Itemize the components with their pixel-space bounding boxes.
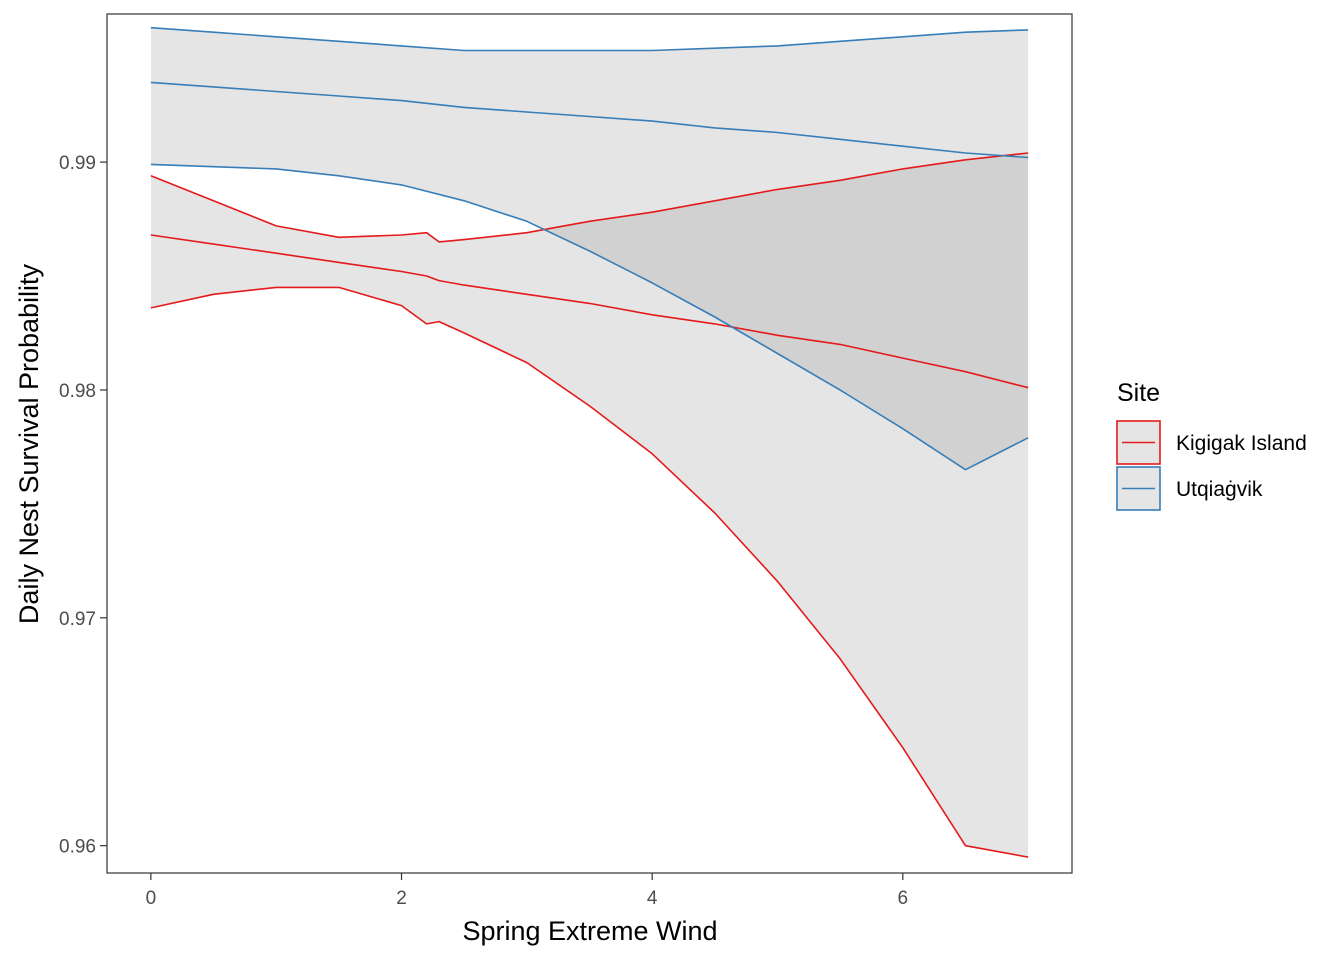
legend-label: Utqiaġvik <box>1176 478 1263 501</box>
series-1-lower-line <box>150 163 1029 471</box>
y-tick-label: 0.96 <box>59 837 96 858</box>
legend-title: Site <box>1117 379 1160 407</box>
series-0-upper-line <box>150 152 1029 243</box>
x-tick-label: 6 <box>898 888 909 909</box>
legend: Site Kigigak Island Utqiaġvik <box>1116 379 1307 511</box>
series-0-lower-line <box>150 286 1029 858</box>
legend-label: Kigigak Island <box>1176 432 1307 455</box>
x-axis: 0 2 4 6 <box>146 873 909 909</box>
x-tick-label: 0 <box>146 888 157 909</box>
y-tick-label: 0.98 <box>59 381 96 402</box>
y-axis-title: Daily Nest Survival Probability <box>14 263 44 624</box>
x-tick-label: 4 <box>647 888 658 909</box>
x-tick-label: 2 <box>396 888 407 909</box>
y-axis: 0.96 0.97 0.98 0.99 <box>59 153 107 858</box>
confidence-bands <box>150 27 1029 858</box>
confidence-band-0 <box>150 153 1029 858</box>
series-1-upper-line <box>150 26 1029 52</box>
series-lines <box>150 26 1029 858</box>
y-tick-label: 0.97 <box>59 609 96 630</box>
confidence-band-1 <box>150 27 1029 470</box>
y-tick-label: 0.99 <box>59 153 96 174</box>
series-0-fit-line <box>150 234 1029 389</box>
x-axis-title: Spring Extreme Wind <box>462 916 717 946</box>
series-1-fit-line <box>150 81 1029 159</box>
plot-panel-border <box>106 13 1073 874</box>
